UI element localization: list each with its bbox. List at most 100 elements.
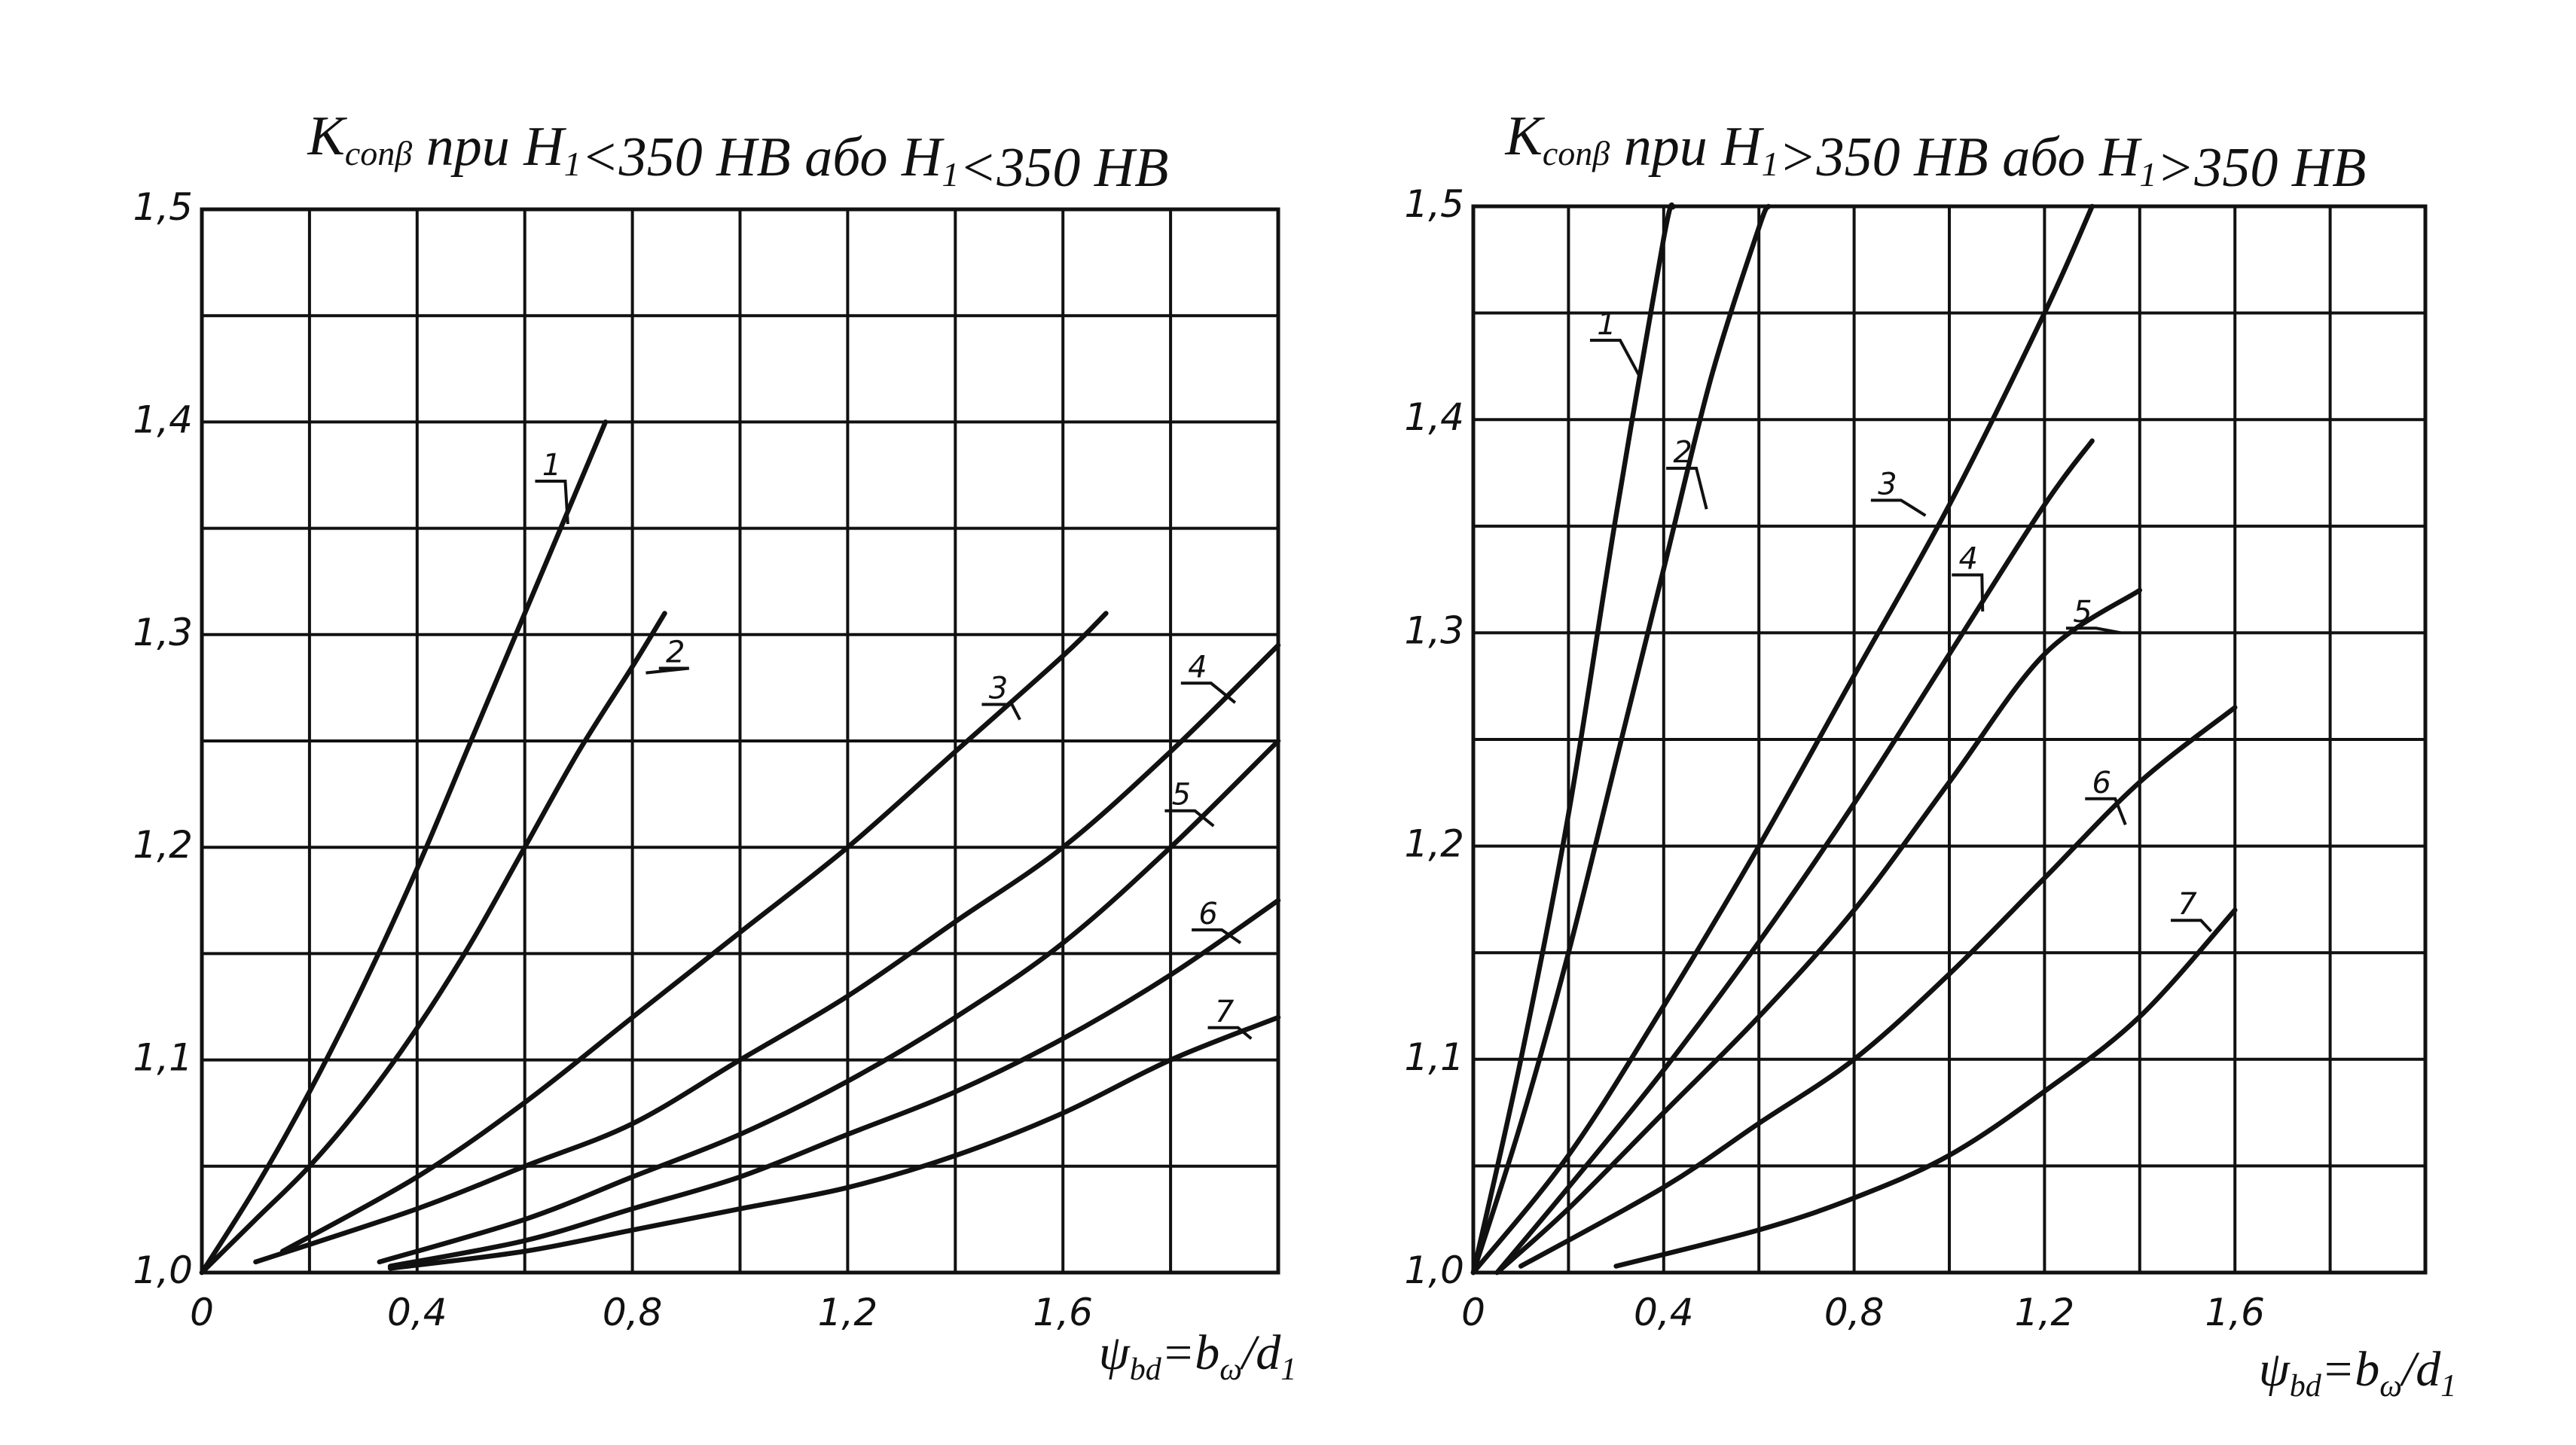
title-subscript: 1 [2139, 155, 2156, 194]
curve-1-label: 1 [1597, 307, 1616, 342]
x-tick-label: 0,4 [387, 1291, 447, 1334]
x-tick-label: 0,8 [603, 1291, 663, 1334]
title-part: H [1720, 116, 1764, 178]
x-tick-label: 0,4 [1634, 1291, 1694, 1334]
grid [1473, 206, 2425, 1273]
curve-6 [1518, 705, 2238, 1269]
curve-3-label: 3 [1878, 467, 1897, 501]
x-tick-label: 0 [1461, 1291, 1485, 1334]
x-tick-label: 1,6 [2205, 1291, 2265, 1334]
x-axis-label-subscript: ω [1219, 1352, 1242, 1387]
curve-4 [253, 642, 1281, 1265]
curve-5 [1494, 587, 2143, 1276]
y-tick-label: 1,4 [1404, 395, 1464, 439]
curve-6-leader [2085, 797, 2127, 826]
title-part: або [1988, 127, 2099, 188]
curve-7-leader [1207, 1026, 1253, 1040]
y-tick-label: 1,0 [1404, 1248, 1464, 1292]
curve-7 [387, 1014, 1281, 1271]
curve-3 [279, 611, 1109, 1254]
curve-7-label: 7 [1215, 995, 1235, 1029]
title-part: >350 HB [1779, 127, 1988, 188]
curve-4-label: 4 [1959, 541, 1978, 576]
x-axis-label-part: =b [2321, 1342, 2380, 1397]
curve-5-leader [2065, 626, 2121, 635]
x-axis-label-part: ψ [2259, 1342, 2291, 1397]
curve-1 [1470, 202, 1676, 1276]
title-part: <350 HB [959, 137, 1168, 199]
chart-right: Kconβ при H1>350 HB або H1>350 HB0 0,4 0,8… [1404, 105, 2456, 1404]
x-tick-label: 1,2 [2015, 1291, 2075, 1334]
x-axis-label-subscript: 1 [1280, 1352, 1296, 1387]
curve-5-leader [1164, 809, 1215, 828]
curve-6-label: 6 [1198, 897, 1217, 931]
grid [202, 209, 1278, 1273]
y-tick-label: 1,3 [1404, 608, 1464, 652]
title-part: при [412, 116, 523, 178]
curve-3 [1470, 203, 2095, 1276]
curve-3-label: 3 [989, 672, 1008, 706]
x-axis-label-subscript: 1 [2440, 1369, 2456, 1404]
y-tick-label: 1,4 [133, 398, 193, 441]
y-tick-label: 1,2 [1404, 822, 1464, 866]
curve-4-leader [1180, 681, 1237, 704]
title-part: при [1610, 116, 1721, 178]
title-subscript: conβ [1543, 134, 1610, 172]
x-axis-label: ψbd=bω/d1 [2259, 1342, 2457, 1404]
y-tick-label: 1,3 [133, 611, 193, 654]
curve-1 [199, 419, 609, 1276]
y-tick-label: 1,5 [1404, 182, 1464, 226]
curve-5-label: 5 [1172, 778, 1191, 812]
x-tick-label: 1,2 [818, 1291, 878, 1334]
curve-3-leader [1870, 498, 1927, 517]
curve-6 [387, 898, 1281, 1269]
x-axis-label-part: /d [1239, 1325, 1281, 1380]
curve-6-label: 6 [2092, 766, 2111, 800]
curve-5 [377, 738, 1281, 1265]
curve-1-leader [535, 480, 569, 525]
x-axis-label-part: ψ [1099, 1325, 1131, 1380]
title-subscript: 1 [1762, 145, 1779, 183]
curve-7-label: 7 [2178, 887, 2197, 922]
title-part: >350 HB [2156, 137, 2366, 199]
x-axis-label-part: =b [1161, 1325, 1220, 1380]
plot-frame [1471, 204, 2428, 1275]
curve-2-label: 2 [1673, 435, 1692, 470]
x-tick-label: 1,6 [1033, 1291, 1093, 1334]
curve-2-leader [646, 666, 689, 675]
chart-title: Kconβ при H1>350 HB або H1>350 HB [1505, 105, 2367, 199]
title-subscript: 1 [942, 155, 959, 194]
curve-7 [1613, 907, 2238, 1269]
title-part: або [791, 127, 902, 188]
y-tick-label: 1,5 [133, 185, 193, 229]
curve-1-leader [1589, 338, 1641, 378]
curve-2-leader [1666, 466, 1708, 510]
y-tick-label: 1,0 [133, 1248, 193, 1292]
y-tick-label: 1,1 [1404, 1035, 1464, 1079]
curve-4-leader [1952, 573, 1985, 612]
curve-4 [1494, 438, 2095, 1276]
curve-2-label: 2 [666, 636, 685, 670]
curve-1-label: 1 [542, 448, 561, 483]
title-subscript: conβ [345, 134, 412, 172]
x-axis-label-part: /d [2399, 1342, 2441, 1397]
chart-left: Kconβ при H1<350 HB або H1<350 HB0 0,4 0,8… [133, 105, 1296, 1387]
title-part: <350 HB [581, 127, 791, 188]
title-part: H [523, 116, 566, 178]
curve-6-leader [1192, 928, 1242, 944]
title-part: H [2098, 127, 2142, 188]
x-axis-label-subscript: ω [2379, 1369, 2402, 1404]
title-subscript: 1 [564, 145, 581, 183]
curve-5-label: 5 [2073, 595, 2092, 630]
curve-3-leader [981, 703, 1021, 721]
chart-title: Kconβ при H1<350 HB або H1<350 HB [307, 105, 1169, 199]
title-part: K [307, 105, 348, 167]
curve-2 [199, 611, 667, 1276]
y-tick-label: 1,2 [133, 823, 193, 867]
x-tick-label: 0,8 [1824, 1291, 1885, 1334]
curve-4-label: 4 [1188, 650, 1207, 684]
y-tick-label: 1,1 [133, 1036, 193, 1080]
x-axis-label-subscript: bd [2290, 1369, 2322, 1404]
title-part: K [1505, 105, 1546, 167]
